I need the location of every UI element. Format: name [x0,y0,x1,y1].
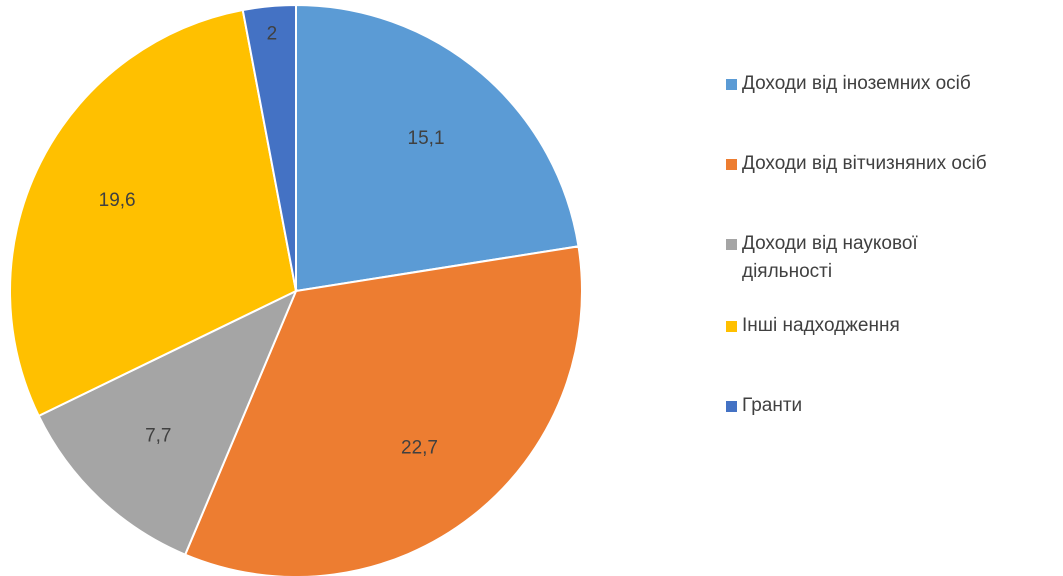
pie-slice [9,8,298,418]
legend-label: Гранти [742,395,803,416]
legend-swatch [726,239,737,250]
legend-swatch [726,159,737,170]
legend-swatch [726,79,737,90]
legend-swatch [726,401,737,412]
legend-label: Інші надходження [742,315,900,336]
data-label: 22,7 [401,438,438,459]
pie-slice [295,3,580,293]
legend-item: Доходи від наукової діяльності [726,230,986,286]
pie-slice [37,288,298,556]
legend-item: Інші надходження [726,312,900,340]
data-label: 15,1 [408,128,445,149]
data-label: 7,7 [145,425,171,446]
data-label: 19,6 [99,190,136,211]
legend-item: Гранти [726,392,802,420]
legend-swatch [726,321,737,332]
pie-slice [183,245,583,576]
pie-slice [241,3,297,292]
legend-label: Доходи від наукової діяльності [742,233,918,282]
legend-item: Доходи від вітчизняних осіб [726,150,987,178]
legend-label: Доходи від іноземних осіб [742,73,971,94]
legend-item: Доходи від іноземних осіб [726,70,971,98]
legend-label: Доходи від вітчизняних осіб [742,153,987,174]
data-label: 2 [267,24,278,45]
